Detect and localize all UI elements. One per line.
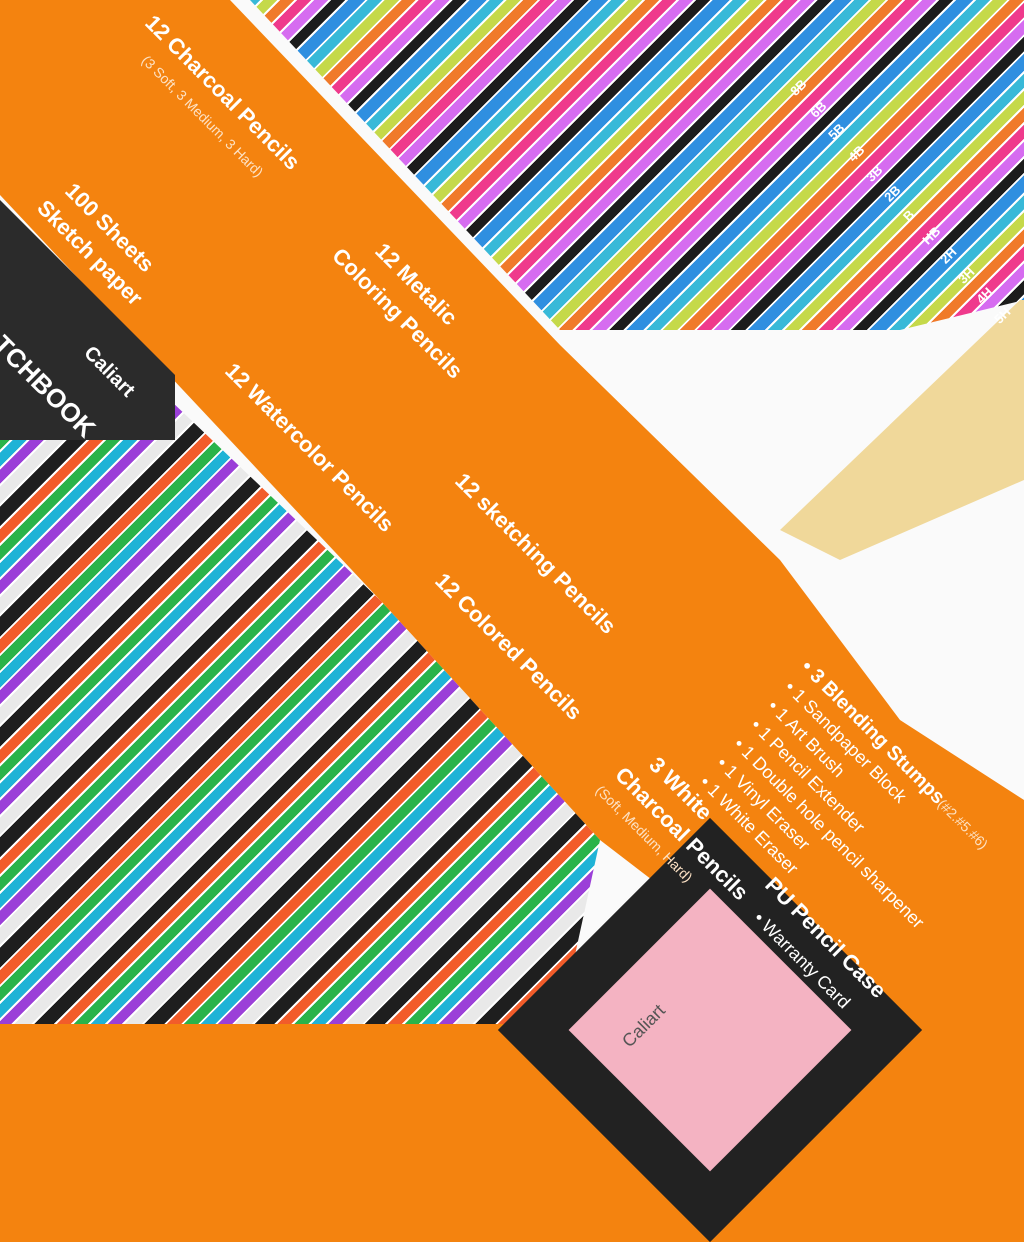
case-brand: Caliart (618, 1000, 669, 1052)
